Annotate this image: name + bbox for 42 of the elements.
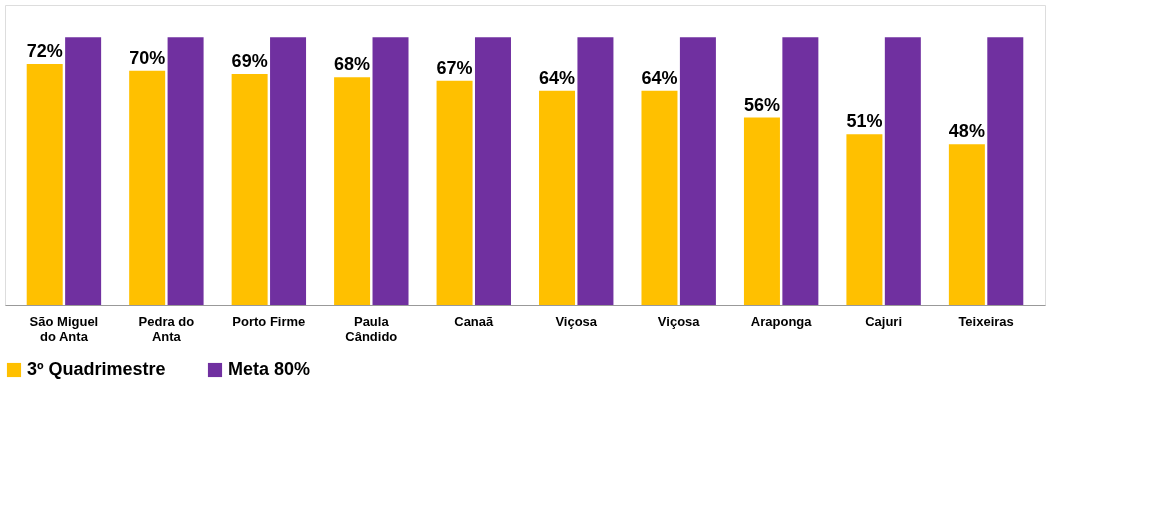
data-label: 68% <box>334 54 371 75</box>
bar <box>539 90 576 305</box>
bar <box>436 80 473 305</box>
bar <box>743 117 780 305</box>
bar <box>679 37 716 305</box>
bar <box>26 63 63 305</box>
bar <box>372 37 409 305</box>
x-tick-label: Viçosa <box>657 313 701 329</box>
bar <box>782 37 819 305</box>
x-tick-label: Teixeiras <box>958 313 1014 329</box>
x-tick-label: Paula Cândido <box>345 313 398 344</box>
data-label: 72% <box>26 40 63 61</box>
data-label: 64% <box>539 67 576 88</box>
x-tick-label: Viçosa <box>555 313 598 329</box>
data-label: 70% <box>129 47 166 68</box>
data-label: 48% <box>948 121 985 142</box>
x-tick-label: Porto Firme <box>232 313 306 329</box>
bar <box>577 37 614 305</box>
bar <box>641 90 678 305</box>
bar <box>987 37 1024 305</box>
bar <box>334 77 371 305</box>
bar <box>231 73 268 305</box>
bar <box>846 134 883 305</box>
data-label: 56% <box>743 94 780 115</box>
x-tick-label: Pedra do Anta <box>138 313 195 344</box>
legend-label: Meta 80% <box>228 359 311 379</box>
x-tick-label: Cajuri <box>865 313 903 329</box>
x-tick-label: Araponga <box>750 313 813 329</box>
bar <box>948 144 985 305</box>
legend-label: 3º Quadrimestre <box>27 359 166 379</box>
data-label: 51% <box>846 111 883 132</box>
x-tick-label: São Miguel do Anta <box>29 313 99 344</box>
bar <box>270 37 307 305</box>
bar <box>65 37 102 305</box>
bar <box>167 37 204 305</box>
bar <box>129 70 166 305</box>
data-label: 69% <box>231 50 268 71</box>
bar <box>884 37 921 305</box>
bar <box>474 37 511 305</box>
x-tick-label: Canaã <box>454 313 495 329</box>
data-label: 64% <box>641 67 678 88</box>
data-label: 67% <box>436 57 473 78</box>
